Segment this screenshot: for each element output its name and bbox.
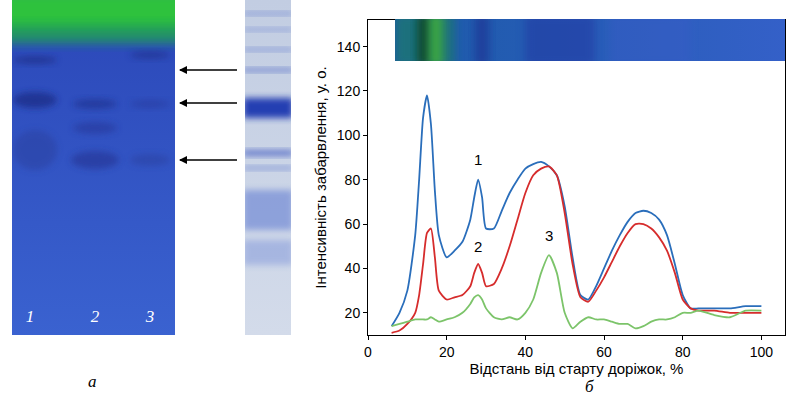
svg-text:20: 20 [439, 344, 455, 360]
svg-text:100: 100 [750, 344, 774, 360]
svg-text:40: 40 [345, 260, 361, 276]
html-text:б: б [585, 377, 594, 396]
svg-text:80: 80 [675, 344, 691, 360]
svg-text:1: 1 [474, 151, 482, 168]
html-text:а: а [88, 372, 97, 391]
svg-text:120: 120 [337, 83, 361, 99]
svg-text:Відстань від старту доріжок, %: Відстань від старту доріжок, % [470, 360, 684, 377]
svg-text:3: 3 [545, 227, 553, 244]
svg-text:60: 60 [596, 344, 612, 360]
svg-text:80: 80 [345, 172, 361, 188]
svg-text:2: 2 [91, 307, 100, 326]
svg-text:0: 0 [364, 344, 372, 360]
svg-text:60: 60 [345, 216, 361, 232]
svg-text:140: 140 [337, 39, 361, 55]
svg-text:40: 40 [518, 344, 534, 360]
svg-text:20: 20 [345, 305, 361, 321]
svg-text:1: 1 [26, 307, 35, 326]
svg-text:100: 100 [337, 127, 361, 143]
svg-text:3: 3 [145, 307, 155, 326]
svg-text:2: 2 [474, 238, 482, 255]
svg-text:Інтенсивність забарвлення, у.: Інтенсивність забарвлення, у. о. [312, 66, 329, 288]
